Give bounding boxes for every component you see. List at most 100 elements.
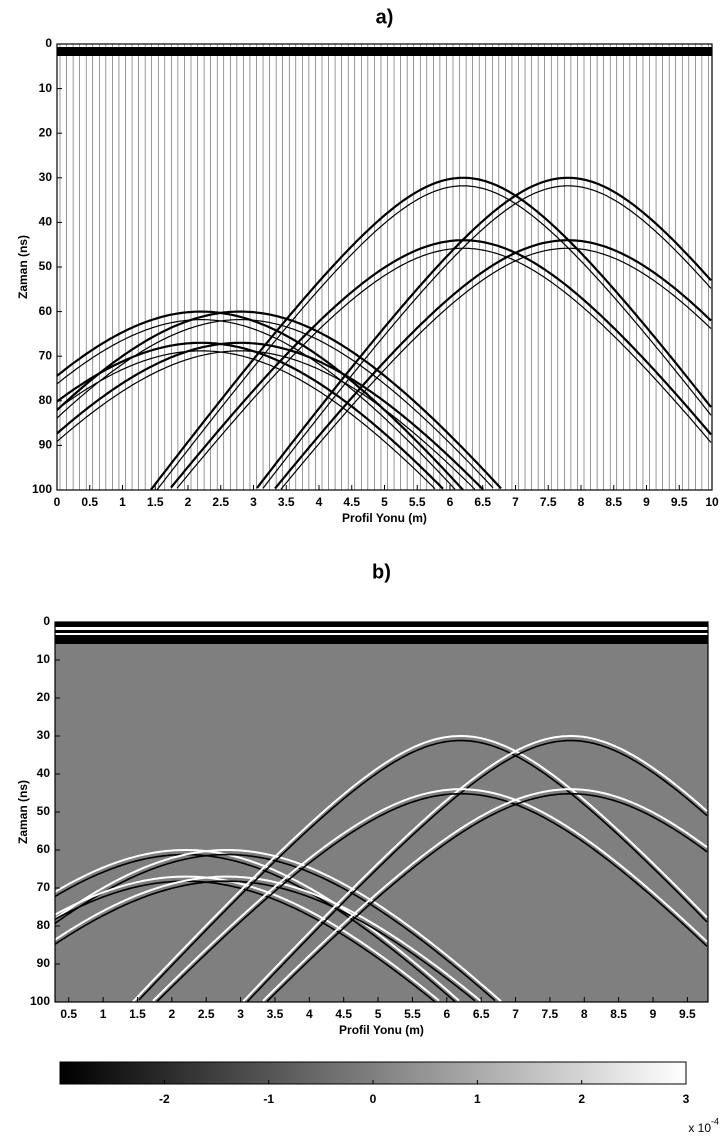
x-tick-label: 9.5 [679,1007,696,1021]
hyperbola [138,739,708,1001]
x-tick-label: 2.5 [212,495,229,509]
y-axis-label: Zaman (ns) [16,780,30,844]
x-tick-label: 7 [512,495,519,509]
colorbar-tick-label: 0 [370,1092,377,1106]
hyperbola [57,341,444,490]
colorbar-tick-label: -1 [263,1092,274,1106]
colorbar-tick-label: -2 [159,1092,170,1106]
hyperbola [57,350,476,490]
hyperbola [55,849,502,1002]
x-tick-label: 2 [185,495,192,509]
x-tick-label: 7.5 [540,495,557,509]
x-tick-label: 6 [447,495,454,509]
hyperbola [150,176,712,490]
hyperbola [55,880,476,1002]
y-tick-label: 90 [39,438,53,452]
hyperbola [55,849,460,1002]
y-tick-label: 60 [37,842,51,856]
y-tick-label: 70 [37,880,51,894]
hyperbola [152,788,708,1002]
x-tick-label: 6 [443,1007,450,1021]
x-tick-label: 8 [581,1007,588,1021]
y-tick-label: 0 [45,36,52,50]
x-tick-label: 7.5 [542,1007,559,1021]
x-tick-label: 0.5 [81,495,98,509]
y-tick-label: 70 [39,348,53,362]
x-tick-label: 9 [643,495,650,509]
x-tick-label: 5.5 [404,1007,421,1021]
hyperbola [55,880,436,1002]
x-tick-label: 3.5 [278,495,295,509]
x-tick-label: 4.5 [343,495,360,509]
plot-area [57,44,712,490]
y-tick-label: 10 [37,652,51,666]
chart-title: b) [372,561,391,583]
hyperbola [57,341,484,490]
hyperbola [246,739,708,1002]
y-axis-label: Zaman (ns) [16,235,30,299]
x-tick-label: 2 [169,1007,176,1021]
hyperbola [57,350,436,490]
x-tick-label: 5 [381,495,388,509]
x-tick-label: 5.5 [409,495,426,509]
y-tick-label: 10 [39,81,53,95]
hyperbola [262,788,708,1002]
x-tick-label: 1.5 [129,1007,146,1021]
hyperbola [280,247,712,490]
hyperbola [57,310,464,490]
hyperbola [176,247,712,489]
direct-wave [55,633,708,635]
y-tick-label: 50 [37,804,51,818]
x-tick-label: 9 [650,1007,657,1021]
chart-title: a) [376,6,394,28]
x-tick-label: 4 [306,1007,313,1021]
x-tick-label: 7 [512,1007,519,1021]
y-tick-label: 30 [37,728,51,742]
y-tick-label: 20 [39,125,53,139]
hyperbola [55,853,456,1002]
x-tick-label: 6.5 [473,1007,490,1021]
plot-area [55,622,708,1002]
direct-wave [55,627,708,630]
hyperbola [262,185,712,489]
colorbar-tick-label: 3 [683,1092,690,1106]
x-tick-label: 8.5 [610,1007,627,1021]
x-axis-label: Profil Yonu (m) [342,511,427,525]
y-tick-label: 80 [37,918,51,932]
y-tick-label: 50 [39,259,53,273]
colorbar-tick-label: 2 [578,1092,585,1106]
colorbar-exponent: -4 [711,1116,719,1126]
x-tick-label: 3 [237,1007,244,1021]
hyperbola [274,239,712,490]
background [55,622,708,1002]
hyperbola [242,735,708,1002]
x-tick-label: 2.5 [198,1007,215,1021]
y-tick-label: 40 [39,215,53,229]
x-tick-label: 1.5 [147,495,164,509]
x-tick-label: 4.5 [335,1007,352,1021]
colorbar-tick-label: 1 [474,1092,481,1106]
hyperbola [256,176,712,489]
y-tick-label: 100 [30,994,50,1008]
colorbar-multiplier: x 10 [688,1121,711,1135]
x-axis-label: Profil Yonu (m) [339,1023,424,1037]
y-tick-label: 60 [39,304,53,318]
x-tick-label: 0.5 [60,1007,77,1021]
y-tick-label: 80 [39,393,53,407]
x-tick-label: 6.5 [474,495,491,509]
hyperbola [156,793,708,1002]
x-tick-label: 5 [375,1007,382,1021]
x-tick-label: 10 [705,495,719,509]
y-tick-label: 0 [43,614,50,628]
x-tick-label: 1 [119,495,126,509]
x-tick-label: 8.5 [605,495,622,509]
x-tick-label: 4 [316,495,323,509]
x-tick-label: 3.5 [267,1007,284,1021]
x-tick-label: 8 [578,495,585,509]
hyperbola [55,875,482,1002]
x-tick-label: 1 [100,1007,107,1021]
hyperbola [57,319,456,490]
x-tick-label: 3 [250,495,257,509]
hyperbola [57,310,502,490]
